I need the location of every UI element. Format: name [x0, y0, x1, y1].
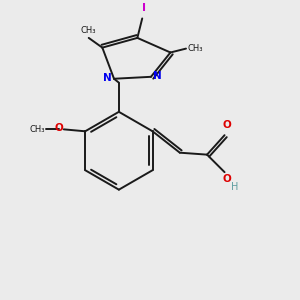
Text: N: N [103, 73, 112, 83]
Text: I: I [142, 3, 146, 13]
Text: CH₃: CH₃ [30, 125, 45, 134]
Text: H: H [231, 182, 238, 192]
Text: O: O [54, 123, 63, 134]
Text: O: O [222, 174, 231, 184]
Text: N: N [153, 71, 162, 81]
Text: CH₃: CH₃ [81, 26, 97, 35]
Text: O: O [222, 120, 231, 130]
Text: CH₃: CH₃ [188, 44, 203, 53]
